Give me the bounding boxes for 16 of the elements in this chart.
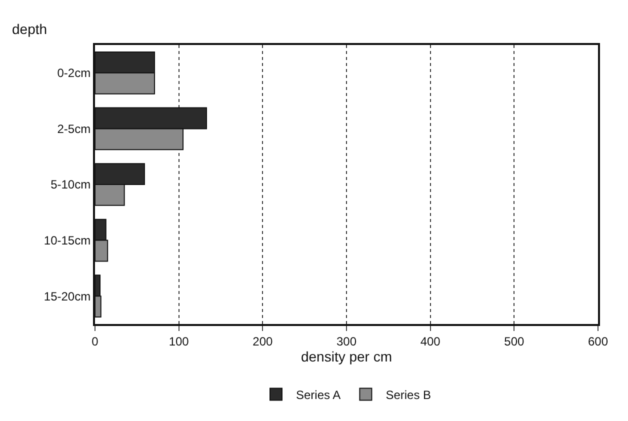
- y-tick-label: 15-20cm: [44, 289, 91, 304]
- y-tick-label: 0-2cm: [57, 66, 91, 80]
- x-tick-label: 500: [504, 334, 524, 348]
- y-tick-label: 5-10cm: [50, 178, 91, 192]
- legend-label: Series B: [386, 388, 432, 402]
- x-axis-title: density per cm: [300, 348, 392, 364]
- y-tick-label: 10-15cm: [44, 234, 91, 248]
- x-tick-label: 200: [252, 334, 273, 348]
- x-tick-label: 0: [92, 334, 99, 348]
- y-axis-title: depth: [12, 21, 48, 37]
- x-tick-label: 600: [588, 334, 608, 348]
- x-tick-label: 300: [336, 334, 357, 348]
- x-tick-label: 400: [420, 334, 441, 348]
- x-tick-label: 100: [168, 334, 190, 348]
- legend-label: Series A: [296, 388, 341, 402]
- y-tick-label: 2-5cm: [57, 122, 91, 136]
